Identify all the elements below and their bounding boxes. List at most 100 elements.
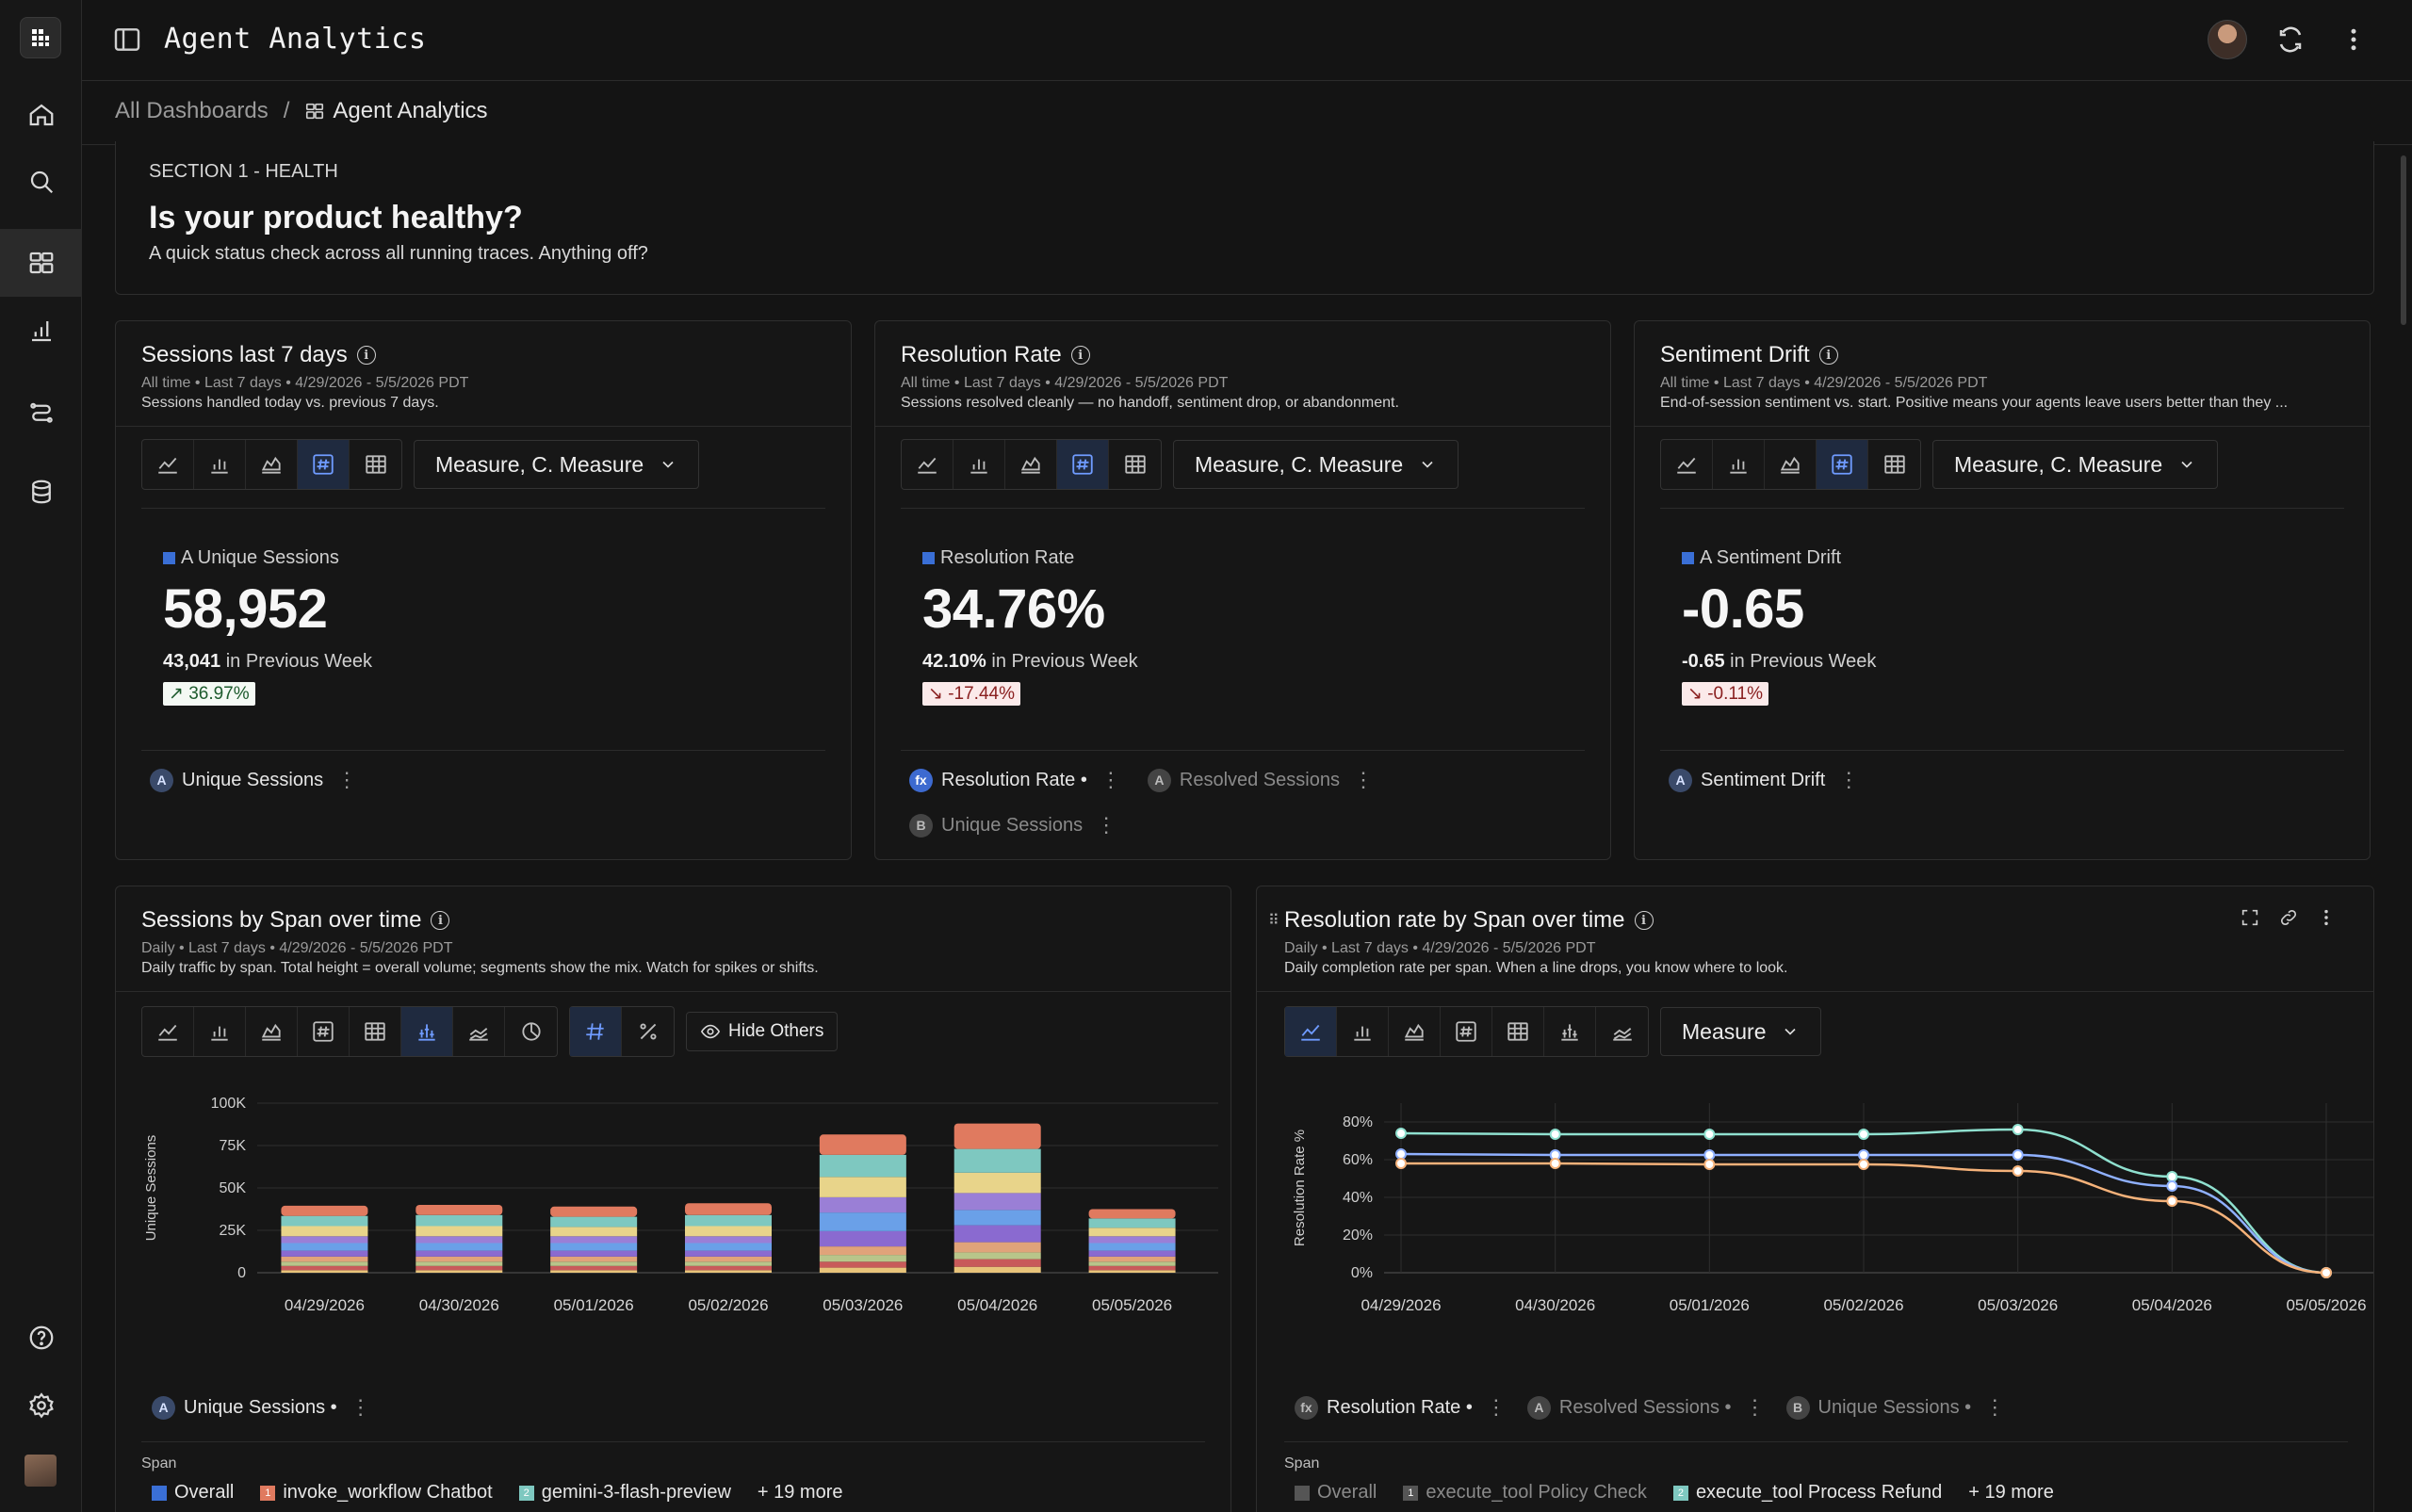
info-icon[interactable]: i bbox=[431, 911, 450, 930]
stacked-area-icon[interactable] bbox=[453, 1007, 505, 1056]
legend-more[interactable]: + 19 more bbox=[1968, 1482, 2054, 1503]
measure-dropdown[interactable]: Measure, C. Measure bbox=[1173, 440, 1459, 489]
line-chart-icon[interactable] bbox=[142, 440, 194, 489]
card-title-text: Sessions last 7 days bbox=[141, 342, 348, 367]
stacked-bar-icon[interactable] bbox=[1544, 1007, 1596, 1056]
bar-chart-icon[interactable] bbox=[1713, 440, 1765, 489]
measure-badge: B bbox=[1785, 1395, 1810, 1420]
measure-chip[interactable]: A Sentiment Drift bbox=[1669, 768, 1825, 792]
more-vertical-icon[interactable]: ⋮ bbox=[1984, 1395, 2006, 1419]
card-description: End-of-session sentiment vs. start. Posi… bbox=[1660, 395, 2289, 411]
measure-chip[interactable]: A Unique Sessions • bbox=[152, 1395, 337, 1420]
table-icon[interactable] bbox=[1109, 440, 1161, 489]
area-chart-icon[interactable] bbox=[1765, 440, 1817, 489]
app-logo-icon[interactable] bbox=[20, 17, 61, 58]
data-point bbox=[1703, 1129, 1716, 1140]
breadcrumb-root[interactable]: All Dashboards bbox=[115, 98, 269, 123]
stacked-bar-icon[interactable] bbox=[401, 1007, 453, 1056]
info-icon[interactable]: i bbox=[356, 346, 376, 365]
legend-more[interactable]: + 19 more bbox=[757, 1482, 843, 1503]
number-icon[interactable] bbox=[1057, 440, 1109, 489]
sidebar-toggle-icon[interactable] bbox=[112, 24, 142, 55]
number-format-icon[interactable] bbox=[570, 1007, 622, 1056]
number-icon[interactable] bbox=[1441, 1007, 1492, 1056]
scrollbar[interactable] bbox=[2401, 155, 2406, 325]
card-meta: Daily • Last 7 days • 4/29/2026 - 5/5/20… bbox=[141, 940, 453, 956]
area-chart-icon[interactable] bbox=[246, 1007, 298, 1056]
info-icon[interactable]: i bbox=[1818, 346, 1838, 365]
bar-chart-icon[interactable] bbox=[1337, 1007, 1389, 1056]
y-tick-label: 20% bbox=[1343, 1227, 1373, 1244]
refresh-icon[interactable] bbox=[2273, 23, 2307, 57]
more-vertical-icon[interactable]: ⋮ bbox=[350, 1395, 371, 1419]
info-icon[interactable]: i bbox=[1070, 346, 1090, 365]
profile-avatar[interactable] bbox=[2208, 20, 2247, 59]
search-icon[interactable] bbox=[15, 155, 68, 208]
area-chart-icon[interactable] bbox=[1389, 1007, 1441, 1056]
bar-chart-icon[interactable] bbox=[194, 440, 246, 489]
measure-chip[interactable]: B Unique Sessions bbox=[909, 813, 1083, 837]
measure-chip[interactable]: fx Resolution Rate • bbox=[1295, 1395, 1473, 1420]
measure-dropdown[interactable]: Measure bbox=[1660, 1007, 1822, 1056]
number-icon[interactable] bbox=[1817, 440, 1868, 489]
area-chart-icon[interactable] bbox=[1005, 440, 1057, 489]
table-icon[interactable] bbox=[1492, 1007, 1544, 1056]
measure-chip[interactable]: A Resolved Sessions • bbox=[1526, 1395, 1732, 1420]
legend-item[interactable]: 2 gemini-3-flash-preview bbox=[518, 1482, 731, 1504]
kpi-change-badge: ↘ -17.44% bbox=[922, 682, 1020, 706]
more-vertical-icon[interactable] bbox=[2337, 23, 2371, 57]
expand-icon[interactable] bbox=[2236, 903, 2264, 932]
database-icon[interactable] bbox=[15, 465, 68, 518]
more-vertical-icon[interactable]: ⋮ bbox=[1352, 768, 1374, 791]
settings-icon[interactable] bbox=[15, 1379, 68, 1432]
link-icon[interactable] bbox=[2274, 903, 2303, 932]
measure-chip[interactable]: A Resolved Sessions bbox=[1147, 768, 1340, 792]
more-vertical-icon[interactable]: ⋮ bbox=[1838, 768, 1860, 791]
bar-chart-icon[interactable] bbox=[15, 304, 68, 357]
user-avatar[interactable] bbox=[24, 1455, 57, 1487]
legend-item[interactable]: 2 execute_tool Process Refund bbox=[1672, 1482, 1942, 1504]
line-chart-icon[interactable] bbox=[1661, 440, 1713, 489]
legend-item[interactable]: 1 invoke_workflow Chatbot bbox=[260, 1482, 493, 1504]
bar-chart-icon[interactable] bbox=[953, 440, 1005, 489]
bar-chart-icon[interactable] bbox=[194, 1007, 246, 1056]
number-icon[interactable] bbox=[298, 440, 350, 489]
hide-others-button[interactable]: Hide Others bbox=[686, 1012, 839, 1051]
pie-chart-icon[interactable] bbox=[505, 1007, 557, 1056]
dashboards-icon[interactable] bbox=[0, 229, 82, 297]
bar-segment bbox=[416, 1226, 503, 1237]
traces-icon[interactable] bbox=[15, 385, 68, 438]
more-vertical-icon[interactable]: ⋮ bbox=[1096, 813, 1117, 837]
help-icon[interactable] bbox=[15, 1311, 68, 1364]
drag-handle-icon[interactable]: ⠿ bbox=[1268, 913, 1279, 929]
area-chart-icon[interactable] bbox=[246, 440, 298, 489]
line-chart-icon[interactable] bbox=[1285, 1007, 1337, 1056]
number-icon[interactable] bbox=[298, 1007, 350, 1056]
table-icon[interactable] bbox=[1868, 440, 1920, 489]
measure-chip[interactable]: B Unique Sessions • bbox=[1785, 1395, 1971, 1420]
measure-dropdown[interactable]: Measure, C. Measure bbox=[414, 440, 700, 489]
measure-dropdown[interactable]: Measure, C. Measure bbox=[1932, 440, 2219, 489]
percent-format-icon[interactable] bbox=[622, 1007, 674, 1056]
more-vertical-icon[interactable]: ⋮ bbox=[1485, 1395, 1507, 1419]
table-icon[interactable] bbox=[350, 1007, 401, 1056]
measure-chip[interactable]: fx Resolution Rate • bbox=[909, 768, 1087, 792]
bar-segment bbox=[281, 1256, 368, 1262]
legend-item[interactable]: 1 execute_tool Policy Check bbox=[1403, 1482, 1647, 1504]
more-vertical-icon[interactable]: ⋮ bbox=[1100, 768, 1121, 791]
more-vertical-icon[interactable]: ⋮ bbox=[1744, 1395, 1766, 1419]
more-vertical-icon[interactable]: ⋮ bbox=[336, 768, 358, 791]
bar-segment bbox=[819, 1246, 906, 1256]
measure-dropdown-label: Measure bbox=[1682, 1018, 1767, 1044]
table-icon[interactable] bbox=[350, 440, 401, 489]
info-icon[interactable]: i bbox=[1634, 911, 1654, 930]
line-chart-icon[interactable] bbox=[142, 1007, 194, 1056]
line-chart-icon[interactable] bbox=[902, 440, 953, 489]
stacked-area-icon[interactable] bbox=[1596, 1007, 1648, 1056]
legend-item[interactable]: Overall bbox=[152, 1482, 234, 1504]
bar-segment bbox=[416, 1261, 503, 1266]
legend-item[interactable]: Overall bbox=[1295, 1482, 1377, 1504]
home-icon[interactable] bbox=[15, 89, 68, 141]
measure-chip[interactable]: A Unique Sessions bbox=[150, 768, 323, 792]
more-vertical-icon[interactable] bbox=[2312, 903, 2340, 932]
